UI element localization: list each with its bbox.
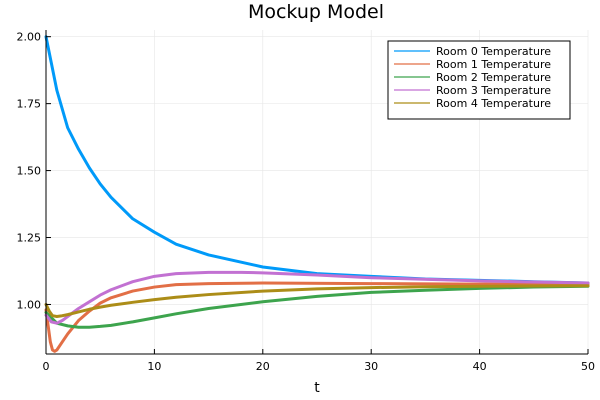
- y-tick-label-4: 2.00: [17, 31, 42, 44]
- y-tick-label-2: 1.50: [17, 165, 42, 178]
- x-tick-label-3: 30: [364, 360, 378, 373]
- x-tick-label-5: 50: [581, 360, 595, 373]
- series-line-room-2: [44, 284, 590, 329]
- legend-box: [387, 40, 571, 120]
- legend-label-4: Room 4 Temperature: [436, 97, 551, 110]
- x-tick-label-2: 20: [256, 360, 270, 373]
- series-line-room-4: [44, 284, 590, 319]
- x-tick-label-1: 10: [147, 360, 161, 373]
- chart-title: Mockup Model: [248, 1, 384, 23]
- x-axis-label: t: [314, 380, 320, 396]
- legend-label-0: Room 0 Temperature: [436, 45, 551, 58]
- y-axis-ticks: 1.00 1.25 1.50 1.75 2.00: [17, 31, 51, 311]
- series-lines: [44, 35, 590, 353]
- x-tick-label-4: 40: [473, 360, 487, 373]
- legend-label-1: Room 1 Temperature: [436, 58, 551, 71]
- x-tick-label-0: 0: [43, 360, 50, 373]
- y-tick-label-0: 1.00: [17, 298, 42, 311]
- legend-label-3: Room 3 Temperature: [436, 84, 551, 97]
- y-tick-label-3: 1.75: [17, 98, 42, 111]
- legend-label-2: Room 2 Temperature: [436, 71, 551, 84]
- series-line-room-3: [44, 270, 590, 325]
- series-line-room-1: [44, 281, 590, 353]
- y-tick-label-1: 1.25: [17, 232, 42, 245]
- x-axis-ticks: 0 10 20 30 40 50: [43, 349, 595, 373]
